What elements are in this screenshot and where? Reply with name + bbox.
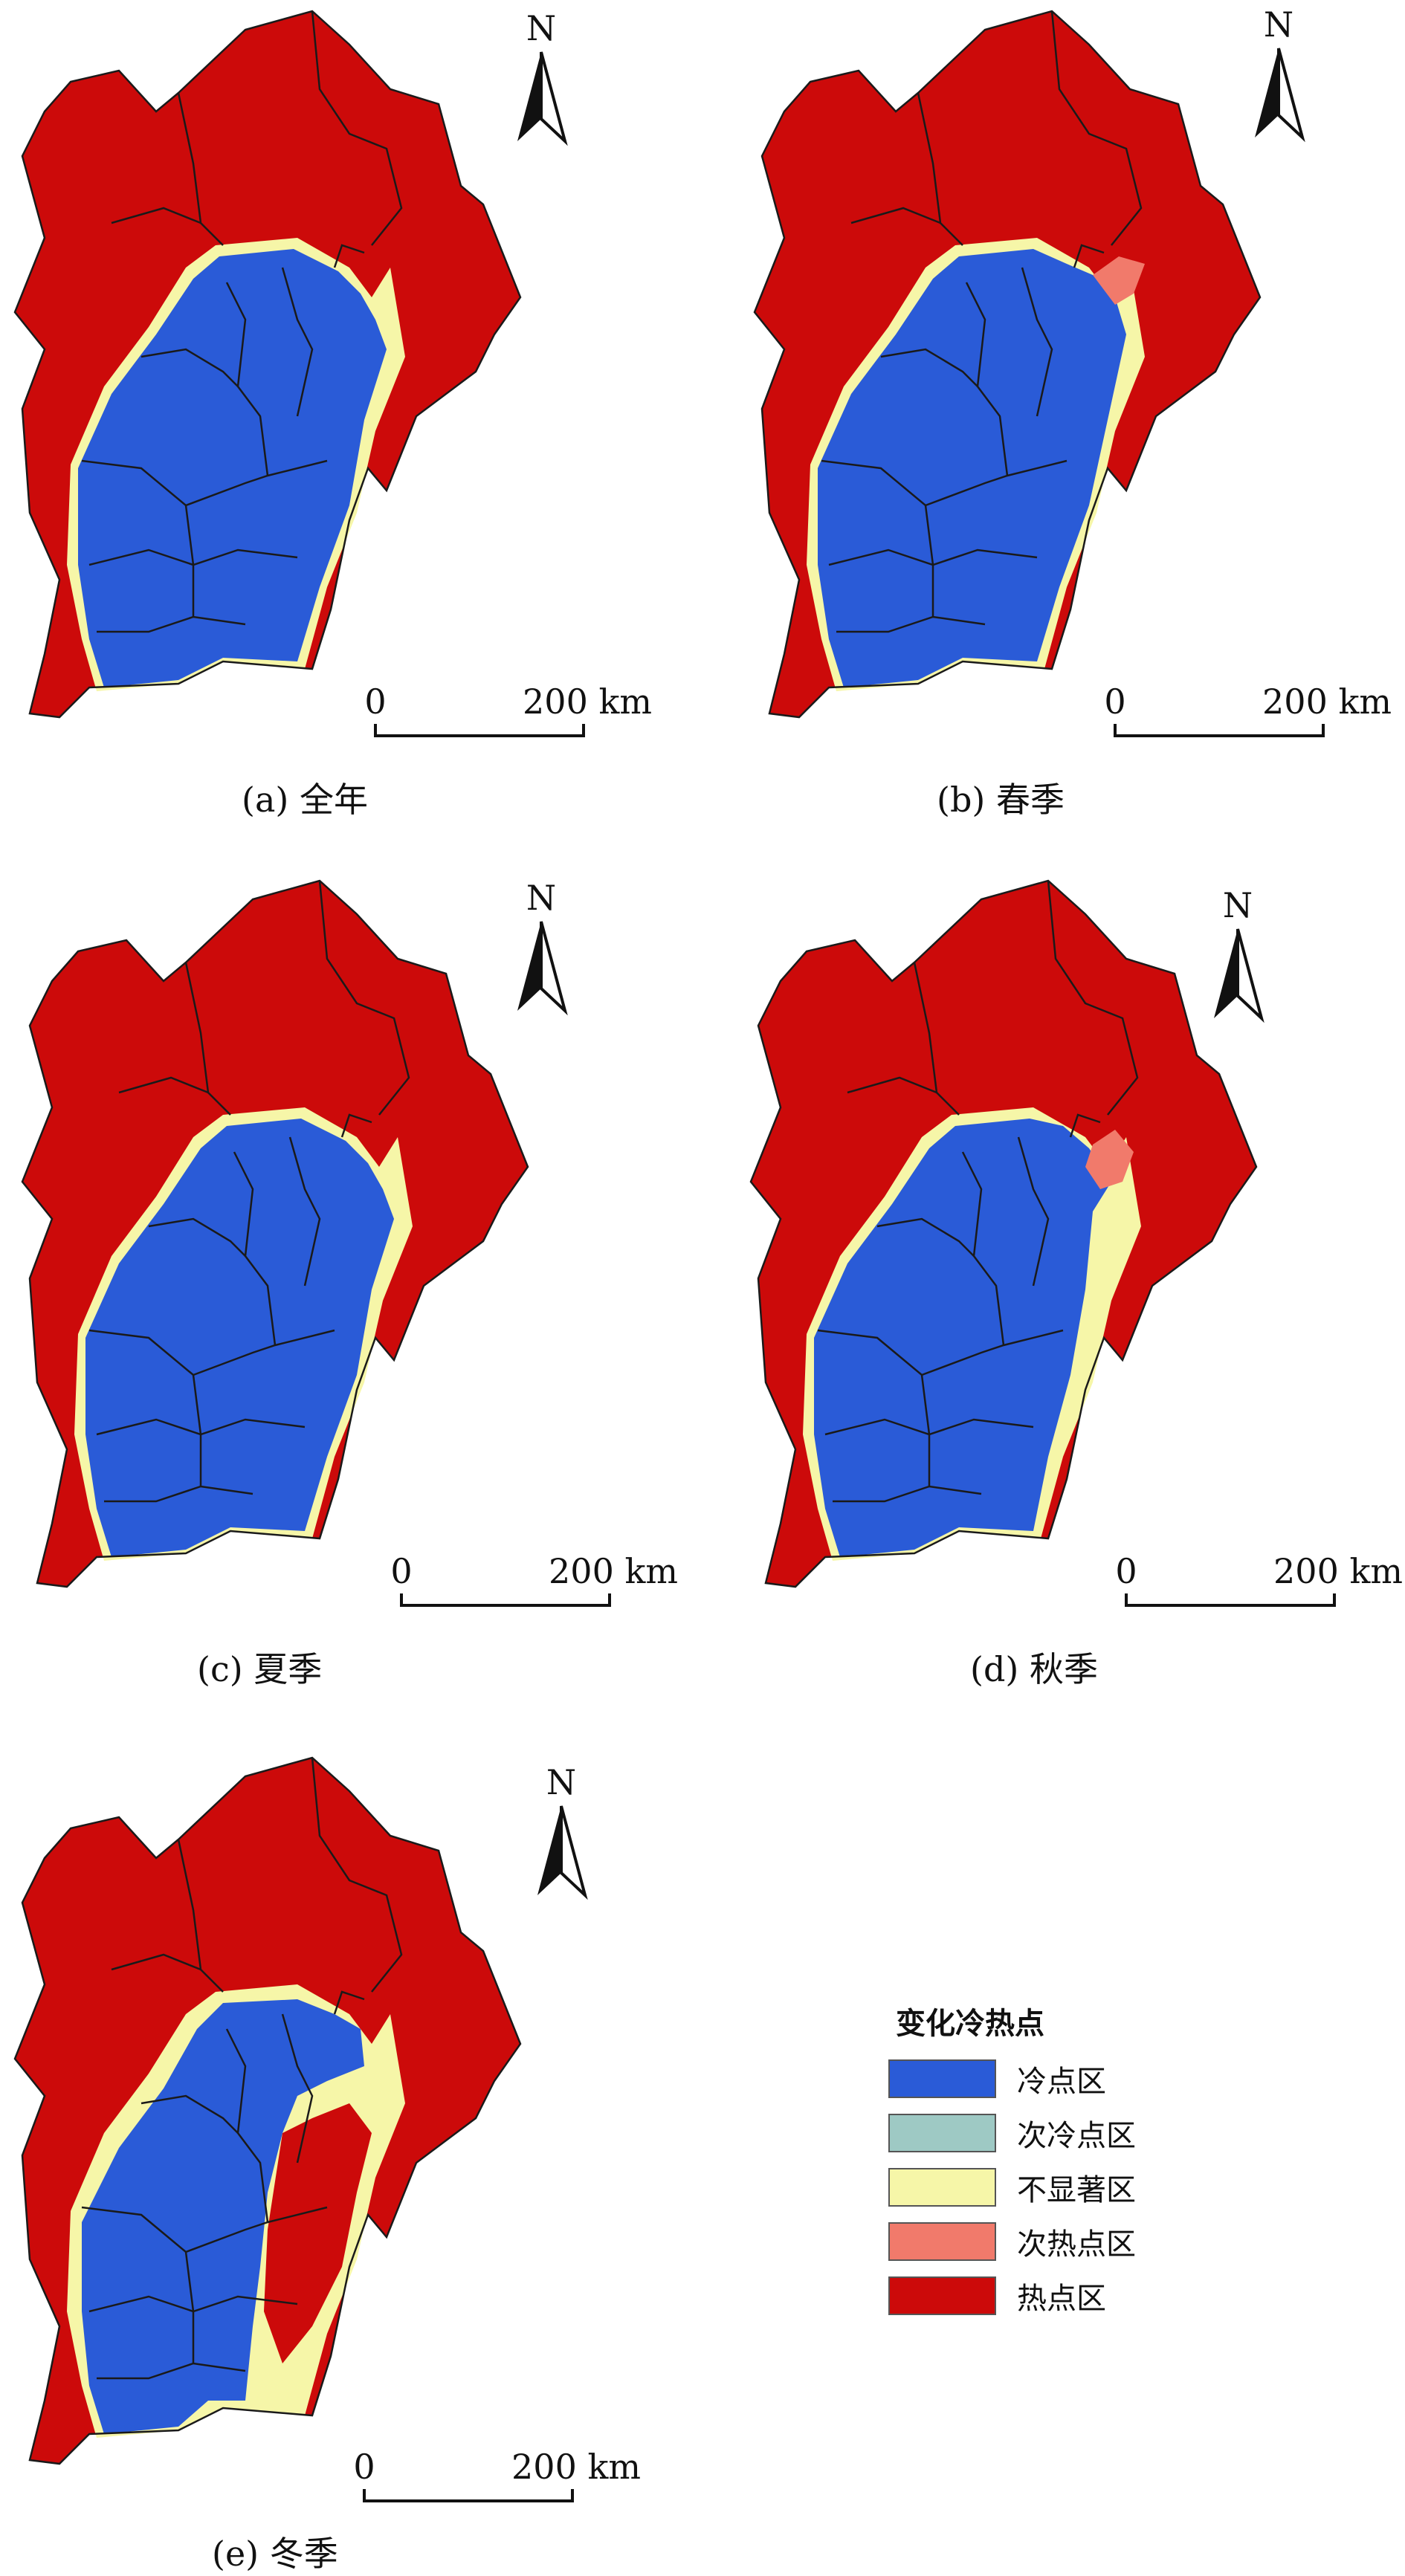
legend-item-insignificant: 不显著区 xyxy=(888,2160,1201,2214)
panel-caption: (a) 全年 xyxy=(242,780,368,820)
north-label: N xyxy=(1264,4,1293,45)
map-panel-spring: N 0 200 km (b) 春季 xyxy=(740,0,1405,847)
map-panel-autumn: N 0 200 km (d) 秋季 xyxy=(740,870,1405,1724)
legend-item-cold: 冷点区 xyxy=(888,2051,1201,2106)
panel-caption: (d) 秋季 xyxy=(970,1649,1098,1689)
north-label: N xyxy=(526,8,556,48)
map-panel-summer: N 0 200 km (c) 夏季 xyxy=(0,870,702,1724)
north-arrow: N xyxy=(517,878,568,1016)
map-svg: N 0 200 km xyxy=(21,878,678,1607)
map-svg: N 0 200 km xyxy=(753,4,1392,737)
panel-caption: (e) 冬季 xyxy=(212,2534,338,2574)
legend-swatch xyxy=(888,2167,996,2207)
legend-label: 次冷点区 xyxy=(1017,2118,1136,2153)
legend-title: 变化冷热点 xyxy=(896,2007,1044,2041)
legend-swatch xyxy=(888,2059,996,2098)
scale-end-label: 200 km xyxy=(549,1551,678,1591)
scale-bar: 0 200 km xyxy=(364,682,652,737)
map-svg: N 0 200 km xyxy=(13,1756,641,2502)
legend-swatch xyxy=(888,2113,996,2152)
map-svg: N 0 200 km xyxy=(749,879,1403,1607)
legend-item-subcold: 次冷点区 xyxy=(888,2106,1201,2160)
scale-bar: 0 200 km xyxy=(1104,682,1392,737)
legend-label: 冷点区 xyxy=(1017,2064,1106,2099)
legend-label: 热点区 xyxy=(1017,2281,1106,2316)
legend-item-subhot: 次热点区 xyxy=(888,2214,1201,2268)
legend-label: 次热点区 xyxy=(1017,2227,1136,2262)
map-panel-annual: N 0 200 km (a) 全年 xyxy=(0,0,702,847)
north-arrow: N xyxy=(517,8,568,146)
scale-start-label: 0 xyxy=(1115,1551,1137,1591)
scale-start-label: 0 xyxy=(353,2447,375,2487)
north-label: N xyxy=(1223,885,1253,925)
scale-end-label: 200 km xyxy=(523,682,652,722)
legend-swatch xyxy=(888,2221,996,2261)
scale-end-label: 200 km xyxy=(1273,1551,1403,1591)
panel-caption: (b) 春季 xyxy=(937,780,1065,820)
legend: 变化冷热点 冷点区 次冷点区 不显著区 次热点区 热点区 xyxy=(888,1999,1201,2323)
north-arrow: N xyxy=(1214,885,1264,1023)
scale-bar: 0 200 km xyxy=(353,2447,641,2502)
panel-caption: (c) 夏季 xyxy=(197,1649,323,1689)
scale-start-label: 0 xyxy=(390,1551,412,1591)
north-arrow: N xyxy=(1255,4,1305,143)
scale-end-label: 200 km xyxy=(1262,682,1392,722)
legend-label: 不显著区 xyxy=(1017,2172,1136,2207)
map-panel-winter: N 0 200 km (e) 冬季 xyxy=(0,1739,702,2575)
scale-bar: 0 200 km xyxy=(1115,1551,1403,1607)
north-label: N xyxy=(546,1762,576,1802)
scale-start-label: 0 xyxy=(1104,682,1125,722)
north-label: N xyxy=(526,878,556,918)
map-svg: N 0 200 km xyxy=(13,8,652,737)
scale-bar: 0 200 km xyxy=(390,1551,678,1607)
legend-item-hot: 热点区 xyxy=(888,2268,1201,2323)
scale-end-label: 200 km xyxy=(511,2447,641,2487)
north-arrow: N xyxy=(537,1762,588,1900)
legend-swatch xyxy=(888,2276,996,2315)
scale-start-label: 0 xyxy=(364,682,386,722)
